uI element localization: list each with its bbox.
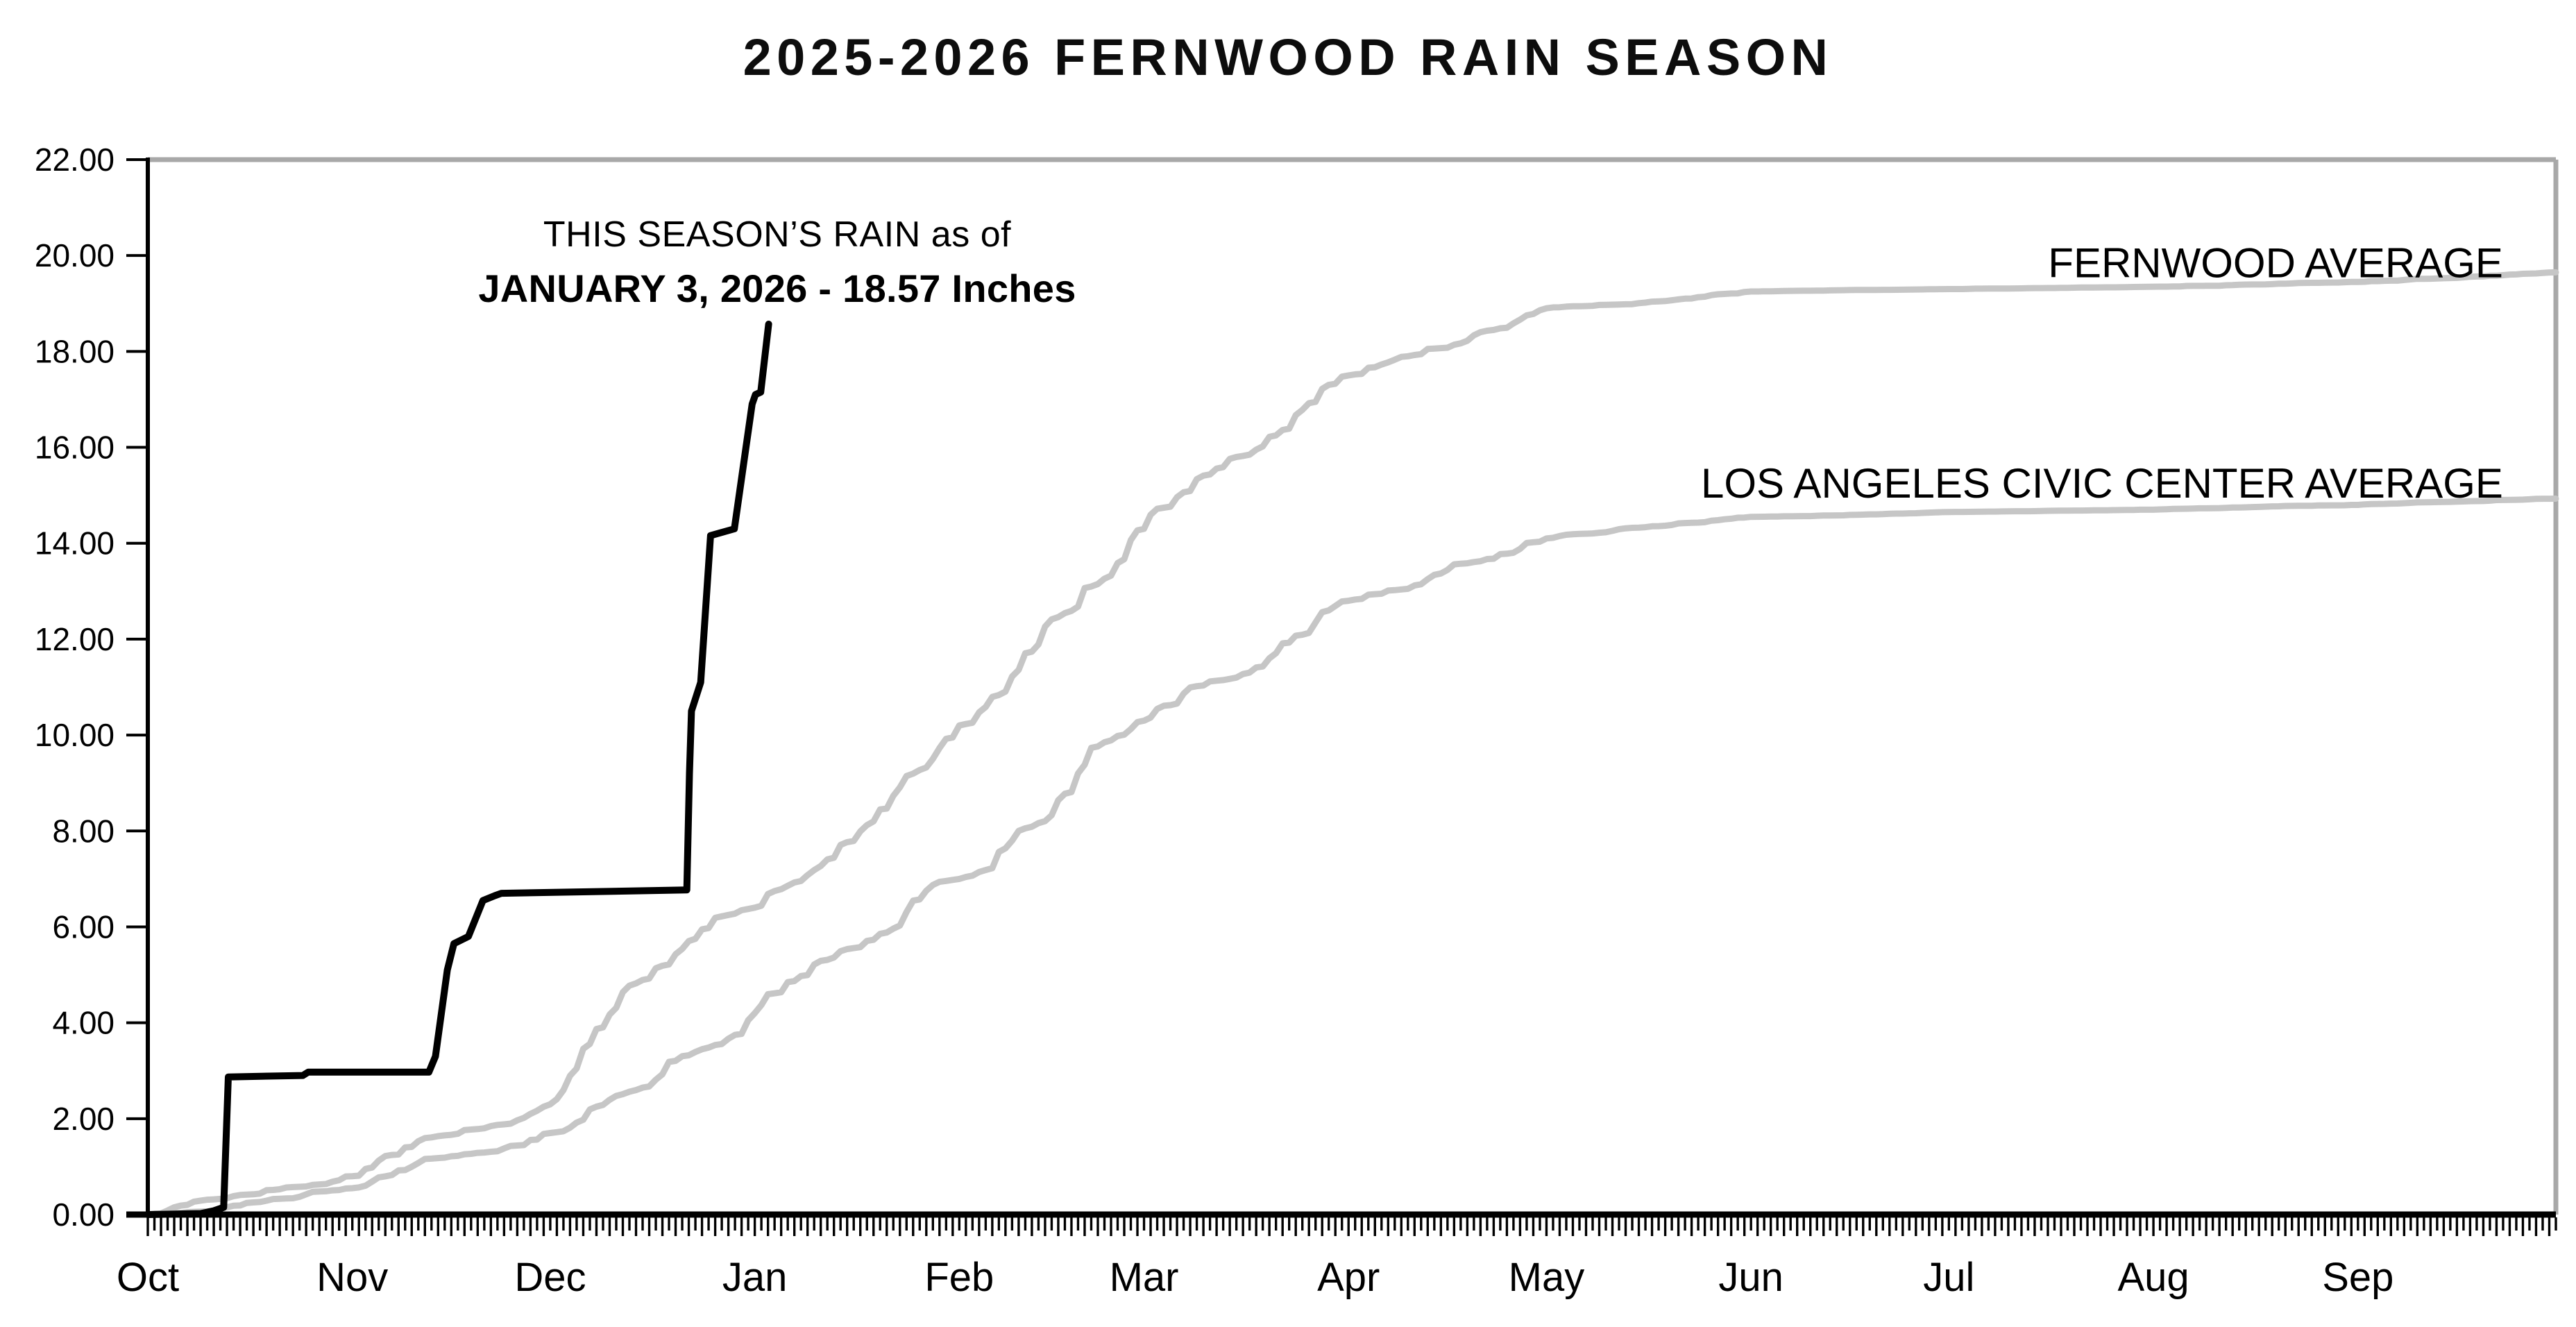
y-tick-label: 4.00 — [52, 1005, 115, 1041]
month-label-sep: Sep — [2322, 1255, 2393, 1300]
fernwood-average-label: FERNWOOD AVERAGE — [2048, 239, 2503, 286]
annotation-line2: JANUARY 3, 2026 - 18.57 Inches — [478, 266, 1076, 310]
chart-title: 2025-2026 FERNWOOD RAIN SEASON — [743, 28, 1833, 86]
y-tick-label: 16.00 — [35, 430, 115, 466]
y-tick-label: 18.00 — [35, 333, 115, 369]
month-label-mar: Mar — [1110, 1255, 1179, 1300]
annotation-line1: THIS SEASON’S RAIN as of — [543, 214, 1012, 255]
y-tick-label: 8.00 — [52, 813, 115, 849]
month-label-jun: Jun — [1718, 1255, 1783, 1300]
y-tick-label: 20.00 — [35, 237, 115, 273]
y-tick-label: 2.00 — [52, 1101, 115, 1137]
la-civic-center-average-label: LOS ANGELES CIVIC CENTER AVERAGE — [1701, 460, 2503, 507]
month-label-apr: Apr — [1317, 1255, 1380, 1300]
y-tick-label: 22.00 — [35, 142, 115, 178]
month-label-nov: Nov — [316, 1255, 388, 1300]
month-label-dec: Dec — [514, 1255, 586, 1300]
month-label-aug: Aug — [2117, 1255, 2189, 1300]
y-tick-label: 12.00 — [35, 621, 115, 657]
this-season-rain-line — [144, 321, 772, 1218]
y-tick-label: 14.00 — [35, 525, 115, 561]
y-tick-label: 10.00 — [35, 717, 115, 753]
y-tick-label: 6.00 — [52, 908, 115, 945]
fernwood-average-line — [144, 269, 2559, 1218]
month-label-oct: Oct — [117, 1255, 179, 1300]
y-tick-label: 0.00 — [52, 1197, 115, 1233]
month-label-jul: Jul — [1923, 1255, 1974, 1300]
la-civic-center-average-line — [144, 496, 2559, 1218]
month-label-jan: Jan — [722, 1255, 788, 1300]
month-label-may: May — [1509, 1255, 1585, 1300]
month-label-feb: Feb — [924, 1255, 994, 1300]
season-annotation: THIS SEASON’S RAIN as of JANUARY 3, 2026… — [350, 210, 1204, 316]
